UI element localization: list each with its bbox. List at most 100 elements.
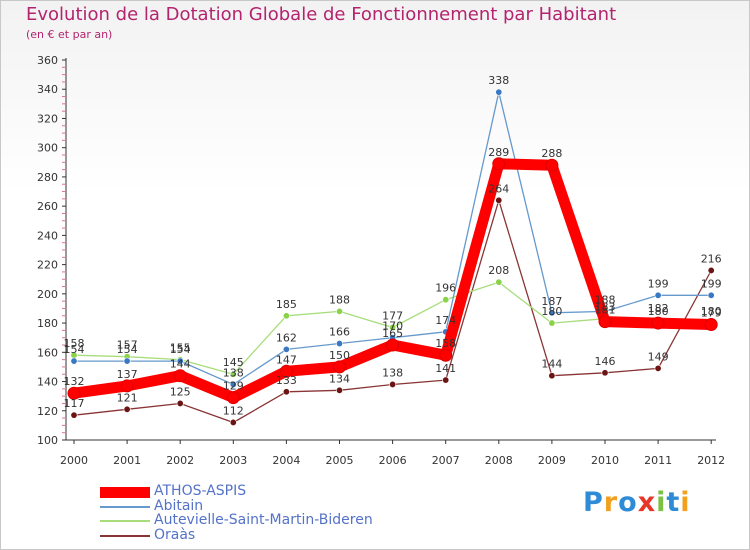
x-tick-label: 2000 bbox=[60, 454, 88, 467]
x-tick-label: 2006 bbox=[379, 454, 407, 467]
data-point bbox=[548, 309, 556, 317]
data-point bbox=[120, 379, 134, 393]
data-point bbox=[229, 418, 237, 426]
data-label: 137 bbox=[117, 368, 138, 381]
data-label: 288 bbox=[541, 147, 562, 160]
data-label: 138 bbox=[223, 366, 244, 379]
data-label: 208 bbox=[488, 264, 509, 277]
x-tick-label: 2009 bbox=[538, 454, 566, 467]
data-label: 174 bbox=[435, 314, 456, 327]
data-point bbox=[654, 291, 662, 299]
y-tick-label: 160 bbox=[37, 346, 58, 359]
legend-label: Oraàs bbox=[154, 526, 196, 543]
data-label: 183 bbox=[595, 301, 616, 314]
x-tick-label: 2004 bbox=[272, 454, 300, 467]
chart-subtitle: (en € et par an) bbox=[26, 28, 113, 41]
data-label: 141 bbox=[435, 362, 456, 375]
data-label: 144 bbox=[170, 358, 191, 371]
data-label: 196 bbox=[435, 282, 456, 295]
data-label: 144 bbox=[541, 358, 562, 371]
data-label: 154 bbox=[117, 343, 138, 356]
data-label: 289 bbox=[488, 146, 509, 159]
data-label: 146 bbox=[595, 355, 616, 368]
data-label: 199 bbox=[701, 277, 722, 290]
data-point bbox=[545, 158, 559, 172]
data-point bbox=[226, 391, 240, 405]
data-point bbox=[70, 357, 78, 365]
logo-letter: t bbox=[666, 487, 681, 518]
data-label: 264 bbox=[488, 182, 509, 195]
data-point bbox=[335, 340, 343, 348]
data-point bbox=[67, 386, 81, 400]
proxiti-logo: Proxiti bbox=[583, 487, 691, 518]
data-label: 147 bbox=[276, 353, 297, 366]
data-label: 180 bbox=[648, 305, 669, 318]
data-label: 121 bbox=[117, 391, 138, 404]
data-label: 177 bbox=[382, 309, 403, 322]
logo-letter: i bbox=[656, 487, 667, 518]
y-tick-label: 300 bbox=[37, 142, 58, 155]
y-tick-label: 240 bbox=[37, 229, 58, 242]
x-tick-label: 2005 bbox=[326, 454, 354, 467]
data-point bbox=[495, 278, 503, 286]
x-tick-label: 2002 bbox=[166, 454, 194, 467]
data-point bbox=[704, 318, 718, 332]
data-label: 180 bbox=[541, 305, 562, 318]
x-tick-label: 2003 bbox=[219, 454, 247, 467]
data-label: 166 bbox=[329, 326, 350, 339]
data-label: 182 bbox=[648, 302, 669, 315]
data-point bbox=[389, 323, 397, 331]
x-tick-label: 2011 bbox=[644, 454, 672, 467]
data-point bbox=[442, 296, 450, 304]
x-tick-label: 2008 bbox=[485, 454, 513, 467]
data-point bbox=[282, 312, 290, 320]
data-point bbox=[442, 376, 450, 384]
data-label: 216 bbox=[701, 252, 722, 265]
data-point bbox=[654, 364, 662, 372]
y-tick-label: 180 bbox=[37, 317, 58, 330]
data-point bbox=[495, 196, 503, 204]
data-label: 117 bbox=[64, 397, 85, 410]
data-label: 154 bbox=[64, 343, 85, 356]
data-point bbox=[123, 405, 131, 413]
y-tick-label: 100 bbox=[37, 434, 58, 447]
data-label: 145 bbox=[223, 356, 244, 369]
legend-label: Abitain bbox=[154, 497, 204, 514]
data-point bbox=[651, 316, 665, 330]
data-label: 180 bbox=[701, 305, 722, 318]
data-label: 179 bbox=[701, 307, 722, 320]
data-label: 150 bbox=[329, 349, 350, 362]
data-point bbox=[279, 364, 293, 378]
data-point bbox=[707, 266, 715, 274]
data-point bbox=[439, 348, 453, 362]
y-tick-label: 280 bbox=[37, 171, 58, 184]
data-label: 134 bbox=[329, 372, 350, 385]
legend-label: Autevielle-Saint-Martin-Bideren bbox=[154, 512, 373, 528]
data-point bbox=[335, 386, 343, 394]
data-label: 199 bbox=[648, 277, 669, 290]
data-label: 165 bbox=[382, 327, 403, 340]
data-label: 187 bbox=[541, 295, 562, 308]
data-point bbox=[229, 370, 237, 378]
data-point bbox=[386, 338, 400, 352]
y-tick-label: 220 bbox=[37, 259, 58, 272]
data-point bbox=[548, 372, 556, 380]
y-tick-label: 260 bbox=[37, 200, 58, 213]
data-label: 188 bbox=[329, 293, 350, 306]
data-label: 129 bbox=[223, 380, 244, 393]
y-tick-label: 200 bbox=[37, 288, 58, 301]
data-label: 185 bbox=[276, 298, 297, 311]
chart-title: Evolution de la Dotation Globale de Fonc… bbox=[26, 4, 617, 25]
data-label: 181 bbox=[595, 304, 616, 317]
y-tick-label: 340 bbox=[37, 83, 58, 96]
data-point bbox=[389, 380, 397, 388]
data-point bbox=[70, 411, 78, 419]
x-tick-label: 2010 bbox=[591, 454, 619, 467]
data-label: 133 bbox=[276, 374, 297, 387]
data-label: 154 bbox=[170, 343, 191, 356]
legend-swatch bbox=[100, 520, 150, 522]
data-point bbox=[123, 357, 131, 365]
logo-letter: P bbox=[583, 487, 604, 518]
data-label: 125 bbox=[170, 385, 191, 398]
data-label: 158 bbox=[435, 337, 456, 350]
